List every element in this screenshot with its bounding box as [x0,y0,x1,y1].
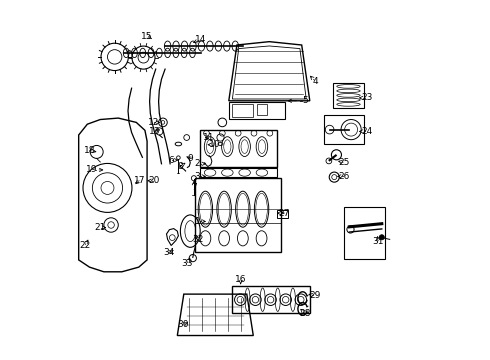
Text: 21: 21 [95,223,106,232]
Text: 8: 8 [177,162,183,171]
Text: 5: 5 [303,96,308,105]
Text: 17: 17 [134,176,146,185]
Text: 23: 23 [361,94,372,103]
Text: 19: 19 [86,166,98,175]
Text: 29: 29 [310,292,321,300]
Text: 9: 9 [187,154,193,163]
Text: 14: 14 [196,35,207,44]
Bar [232,104,252,117]
Text: 2: 2 [195,159,200,168]
Text: 15: 15 [141,32,153,41]
Text: 7: 7 [191,184,197,193]
Text: 10: 10 [209,140,220,149]
Text: 27: 27 [278,209,290,217]
Text: 31: 31 [372,238,384,247]
Text: 3: 3 [195,172,200,181]
Text: 32: 32 [192,235,203,244]
Bar [324,115,364,144]
Text: 22: 22 [79,241,91,250]
Text: 24: 24 [361,127,372,136]
Text: 34: 34 [163,248,174,257]
Bar [195,178,281,252]
Bar [200,130,277,167]
Text: 16: 16 [235,275,246,284]
Text: 11: 11 [202,133,214,142]
Bar [277,210,288,218]
Bar [333,83,364,108]
Bar [257,104,267,115]
Text: 1: 1 [195,217,200,226]
Text: 30: 30 [177,320,189,329]
Text: 12: 12 [147,118,159,127]
Text: 6: 6 [169,156,174,165]
Text: 18: 18 [84,146,95,155]
Bar [200,168,277,177]
Text: 13: 13 [148,127,160,136]
Text: 26: 26 [338,172,350,181]
Bar [229,102,285,119]
Text: 25: 25 [338,158,350,167]
Text: 28: 28 [300,310,311,319]
Bar [232,286,310,313]
Bar [344,207,386,259]
Text: 20: 20 [148,176,160,185]
Text: 33: 33 [181,259,193,268]
Text: 4: 4 [313,77,318,86]
Circle shape [379,235,384,240]
